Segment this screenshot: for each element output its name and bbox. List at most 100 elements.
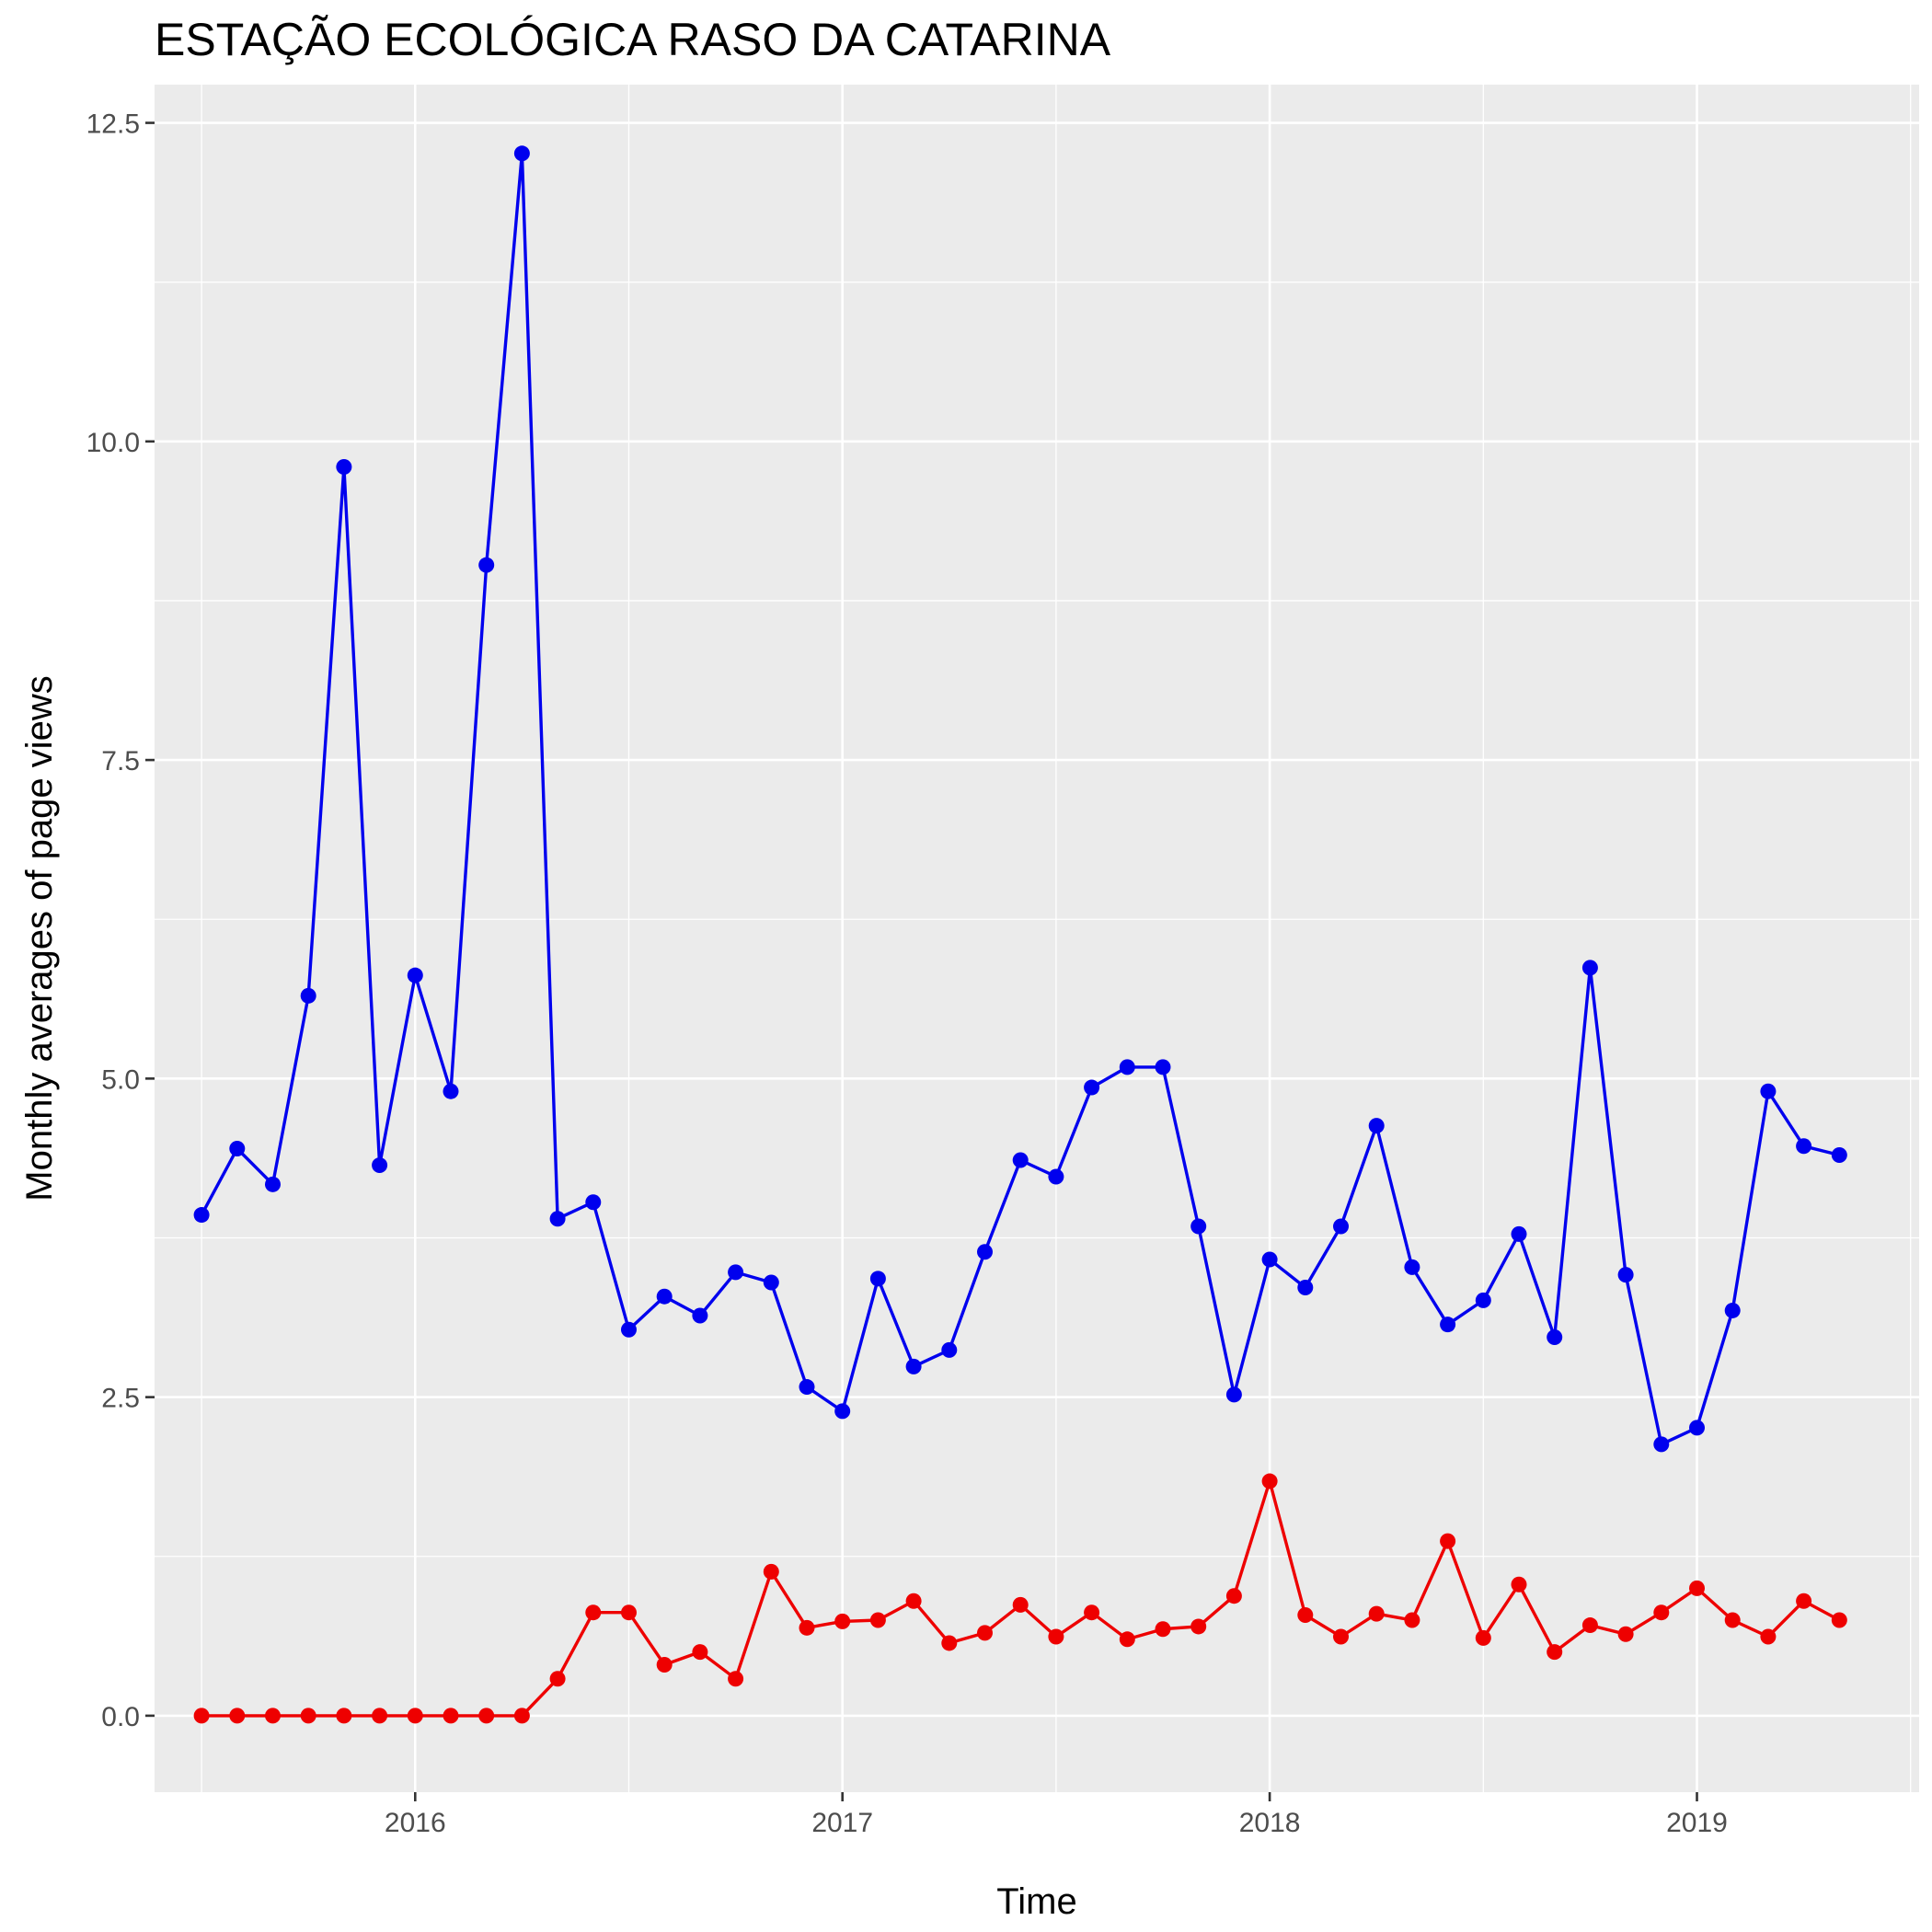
data-point [1547,1329,1563,1346]
data-point [1724,1612,1741,1628]
data-point [1368,1605,1385,1622]
data-point [1155,1621,1171,1638]
x-tick-label: 2016 [385,1808,446,1838]
data-point [728,1671,744,1687]
data-point [1084,1604,1100,1621]
x-axis: 2016 2017 2018 2019 [385,1792,1728,1838]
data-point [834,1613,851,1629]
data-point [1119,1631,1135,1648]
data-point [976,1625,993,1641]
data-point [1119,1059,1135,1075]
data-point [513,1708,530,1724]
data-point [1261,1251,1278,1268]
data-point [443,1083,459,1099]
data-point [620,1604,637,1621]
data-point [1225,1386,1242,1403]
data-point [336,459,352,476]
data-point [1012,1152,1029,1168]
data-point [799,1379,815,1396]
data-point [1724,1302,1741,1318]
data-point [229,1708,246,1724]
data-point [941,1341,958,1358]
data-point [1511,1576,1527,1593]
data-point [193,1708,210,1724]
data-point [941,1635,958,1651]
data-point [834,1403,851,1420]
data-point [1297,1280,1314,1296]
data-point [1760,1628,1777,1645]
data-point [1689,1580,1706,1596]
data-point [1760,1083,1777,1099]
data-point [1440,1533,1456,1549]
y-tick-label: 5.0 [101,1064,140,1095]
data-point [905,1358,922,1374]
data-point [1333,1628,1350,1645]
data-point [905,1593,922,1609]
x-tick-label: 2018 [1239,1808,1301,1838]
data-point [1440,1317,1456,1333]
data-point [1404,1612,1420,1628]
data-point [1333,1218,1350,1235]
data-point [763,1563,779,1580]
x-axis-label: Time [996,1881,1076,1922]
data-point [585,1604,602,1621]
data-point [1653,1436,1670,1453]
series-layer [193,145,1847,1724]
data-point [1617,1267,1634,1283]
data-point [620,1321,637,1338]
data-point [1796,1138,1812,1155]
data-point [264,1176,281,1192]
data-point [478,1708,495,1724]
x-tick-label: 2019 [1666,1808,1728,1838]
data-point [1190,1218,1207,1235]
data-point [1689,1420,1706,1436]
data-point [407,967,423,983]
data-point [1547,1644,1563,1661]
data-point [443,1708,459,1724]
series-1 [193,145,1847,1453]
data-point [1404,1259,1420,1275]
data-point [692,1644,708,1661]
data-point [372,1157,388,1174]
data-point [1831,1612,1847,1628]
series-2 [193,1473,1847,1724]
y-tick-label: 12.5 [86,109,140,140]
data-point [1581,1617,1598,1634]
data-point [372,1708,388,1724]
data-point [1831,1146,1847,1163]
data-point [799,1619,815,1636]
data-point [1012,1596,1029,1613]
minor-gridlines [155,85,1919,1792]
data-point [229,1141,246,1157]
x-tick-label: 2017 [811,1808,873,1838]
data-point [1048,1168,1064,1185]
data-point [1581,960,1598,976]
data-point [869,1612,886,1628]
data-point [1084,1079,1100,1096]
data-point [1225,1588,1242,1604]
data-point [513,145,530,162]
data-point [1368,1118,1385,1134]
y-tick-label: 10.0 [86,428,140,458]
y-tick-label: 2.5 [101,1384,140,1414]
data-point [1155,1059,1171,1075]
data-point [336,1708,352,1724]
data-point [1511,1225,1527,1242]
data-point [264,1708,281,1724]
y-tick-label: 7.5 [101,746,140,776]
data-point [549,1671,566,1687]
data-point [1796,1593,1812,1609]
data-point [656,1288,673,1305]
data-point [1617,1626,1634,1642]
data-point [1048,1628,1064,1645]
data-point [1475,1629,1491,1646]
data-point [585,1194,602,1211]
y-axis: 0.0 2.5 5.0 7.5 10.0 12.5 [86,109,155,1732]
y-tick-label: 0.0 [101,1702,140,1732]
data-point [656,1656,673,1673]
data-point [1261,1473,1278,1489]
data-point [869,1271,886,1287]
plot-panel [155,85,1919,1792]
data-point [1297,1606,1314,1623]
